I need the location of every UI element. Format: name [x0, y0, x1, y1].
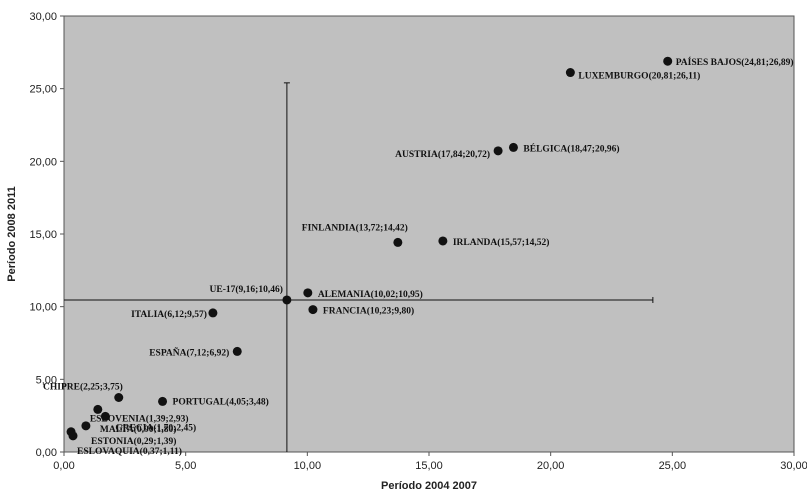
reference-lines — [64, 82, 654, 452]
data-point — [114, 393, 124, 402]
data-point — [100, 411, 110, 421]
x-tick-label: 0,00 — [53, 460, 74, 472]
data-point — [68, 431, 78, 441]
data-point — [565, 68, 575, 78]
data-point-label: BÉLGICA(18,47;20,96) — [523, 142, 619, 154]
data-point-label: FINLANDIA(13,72;14,42) — [302, 222, 408, 233]
data-point-label: PORTUGAL(4,05;3,48) — [173, 396, 269, 407]
y-tick-label: 30,00 — [29, 11, 57, 23]
data-point-label: ESPAÑA(7,12;6,92) — [149, 346, 229, 358]
data-point-label: AUSTRIA(17,84;20,72) — [395, 149, 490, 160]
data-point-label: ITALIA(6,12;9,57) — [131, 309, 207, 320]
y-tick-label: 20,00 — [29, 156, 57, 168]
data-point — [93, 404, 103, 414]
data-point-label: CHIPRE(2,25;3,75) — [43, 382, 123, 393]
point-labels: PAÍSES BAJOS(24,81;26,89) LUXEMBURGO(20,8… — [43, 56, 793, 457]
data-point-label: UE-17(9,16;10,46) — [210, 284, 283, 295]
x-axis-title: Período 2004 2007 — [381, 480, 477, 490]
data-point — [81, 421, 91, 431]
data-point-label: ESLOVENIA(1,39;2,93) — [90, 413, 189, 424]
plot-area — [63, 15, 795, 453]
x-tick-label: 20,00 — [537, 460, 565, 472]
x-tick-label: 25,00 — [659, 460, 687, 472]
y-tick-label: 0,00 — [36, 447, 57, 459]
data-point — [393, 237, 403, 247]
y-axis-title: Período 2008 2011 — [6, 186, 18, 281]
data-point-label: GRECIA(1,70;2,45) — [115, 422, 196, 433]
data-point — [303, 288, 313, 298]
data-point — [663, 56, 673, 66]
x-tick-label: 10,00 — [294, 460, 322, 472]
data-point — [158, 396, 168, 406]
y-tick-label: 5,00 — [36, 374, 57, 386]
x-tick-label: 5,00 — [175, 460, 196, 472]
data-point — [508, 142, 518, 152]
x-tick-label: 15,00 — [415, 460, 443, 472]
x-axis-ticks: 0,00 5,00 10,00 15,00 20,00 25,00 30,00 — [53, 452, 807, 472]
data-point-label: FRANCIA(10,23;9,80) — [323, 306, 414, 317]
data-point — [308, 305, 318, 315]
data-point-label: IRLANDA(15,57;14,52) — [453, 237, 550, 248]
y-axis-ticks: 0,00 5,00 10,00 15,00 20,00 25,00 30,00 — [29, 11, 64, 459]
y-tick-label: 25,00 — [29, 84, 57, 96]
x-tick-label: 30,00 — [780, 460, 807, 472]
data-point-label: ESLOVAQUIA(0,37;1,11) — [77, 446, 182, 457]
data-point-label: ALEMANIA(10,02;10,95) — [318, 289, 423, 300]
data-point-label: PAÍSES BAJOS(24,81;26,89) — [676, 56, 794, 68]
y-tick-label: 10,00 — [29, 302, 57, 314]
data-point — [493, 146, 503, 156]
data-point — [438, 236, 448, 246]
data-points — [66, 56, 673, 441]
data-point-label: ESTONIA(0,29;1,39) — [91, 436, 176, 447]
data-point-label: LUXEMBURGO(20,81;26,11) — [578, 71, 700, 82]
y-tick-label: 15,00 — [29, 229, 57, 241]
data-point-label: MALTA(0,90;1,80) — [100, 424, 177, 435]
data-point — [208, 308, 218, 318]
data-point — [282, 295, 292, 305]
data-point — [232, 346, 242, 356]
